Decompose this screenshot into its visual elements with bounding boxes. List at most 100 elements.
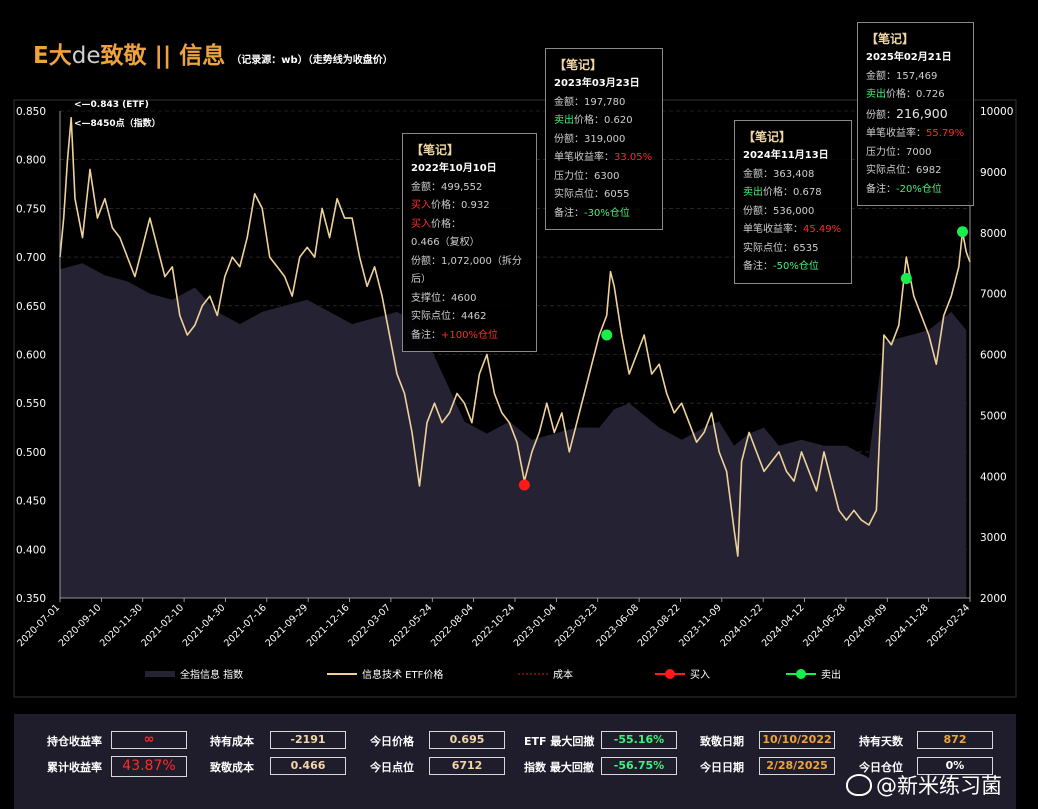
y-left-tick-label: 0.350: [16, 593, 46, 605]
note-line: 买入价格：0.466（复权）: [411, 218, 480, 249]
note-date: 2023年03月23日: [554, 78, 640, 89]
salute-date-value: 10/10/2022: [759, 731, 835, 749]
title-subtitle: （记录源：wb）（走势线为收盘价）: [231, 55, 393, 66]
note-line: 金额：197,780: [554, 96, 626, 108]
note-line: 单笔收益率：55.79%: [866, 128, 965, 139]
note-line: 实际点位：4462: [411, 311, 487, 322]
index-drawdown-label: 指数 最大回撤: [524, 761, 594, 774]
note-line: 金额：157,469: [866, 70, 938, 82]
y-right-tick-label: 6000: [980, 350, 1007, 362]
note-line: 卖出价格：0.678: [743, 187, 822, 198]
hold-return-value: ∞: [111, 731, 187, 749]
y-right-tick-label: 5000: [980, 410, 1007, 422]
sell-marker: [601, 329, 613, 341]
note-line: 实际点位：6982: [866, 165, 942, 176]
note-line: 支撑位：4600: [411, 292, 477, 304]
sell-marker: [900, 273, 912, 285]
y-right-tick-label: 8000: [980, 228, 1007, 240]
salute-cost-label: 致敬成本: [210, 761, 254, 774]
note-line: 份额：319,000: [554, 133, 626, 145]
note-line: 单笔收益率：33.05%: [554, 152, 653, 163]
note-title: 【笔记】: [411, 143, 460, 157]
peak-index-label: <—8450点（指数）: [74, 117, 161, 129]
note-2024-11-13: 【笔记】 2024年11月13日 金额：363,408 卖出价格：0.678 份额：53…: [734, 120, 852, 284]
note-2023-03-23: 【笔记】 2023年03月23日 金额：197,780 卖出价格：0.620 份额：31…: [545, 48, 663, 230]
note-line: 买入价格：0.932: [411, 200, 490, 211]
legend-label: 卖出: [821, 668, 841, 681]
salute-cost-value: 0.466: [270, 757, 346, 775]
page-title: E大de致敬 || 信息 （记录源：wb）（走势线为收盘价）: [33, 36, 393, 70]
note-title: 【笔记】: [743, 130, 792, 144]
weibo-icon: [846, 774, 872, 796]
y-left-tick-label: 0.450: [16, 496, 46, 508]
note-line: 压力位：6300: [554, 170, 620, 182]
y-left-tick-label: 0.800: [16, 155, 46, 167]
legend-label: 信息技术 ETF价格: [362, 668, 443, 681]
note-line: 单笔收益率：45.49%: [743, 224, 842, 235]
y-left-tick-label: 0.750: [16, 203, 46, 215]
today-position-value: 0%: [917, 757, 993, 775]
watermark: @新米练习菌: [846, 770, 1002, 800]
note-2022-10-10: 【笔记】 2022年10月10日 金额：499,552 买入价格：0.932 买入价格：…: [402, 133, 537, 352]
note-2025-02-21: 【笔记】 2025年02月21日 金额：157,469 卖出价格：0.726 份额：21…: [857, 22, 974, 206]
title-part-a: E大: [33, 43, 72, 69]
y-right-tick-label: 4000: [980, 471, 1007, 483]
note-date: 2025年02月21日: [866, 52, 952, 63]
note-date: 2024年11月13日: [743, 150, 829, 161]
etf-drawdown-label: ETF 最大回撤: [524, 735, 595, 748]
hold-return-label: 持仓收益率: [47, 735, 102, 748]
y-left-tick-label: 0.700: [16, 252, 46, 264]
y-left-tick-label: 0.600: [16, 350, 46, 362]
y-left-tick-label: 0.650: [16, 301, 46, 313]
y-left-tick-label: 0.850: [16, 106, 46, 118]
note-line: 卖出价格：0.620: [554, 115, 633, 126]
hold-days-label: 持有天数: [859, 735, 903, 748]
buy-marker: [518, 479, 530, 491]
note-line: 备注：-20%仓位: [866, 183, 942, 195]
y-left-tick-label: 0.400: [16, 544, 46, 556]
hold-cost-value: -2191: [270, 731, 346, 749]
note-line: 份额：536,000: [743, 205, 815, 217]
note-line: 份额：216,900: [866, 105, 948, 121]
y-left-tick-label: 0.500: [16, 447, 46, 459]
note-title: 【笔记】: [554, 58, 603, 72]
note-line: 备注：+100%仓位: [411, 329, 498, 341]
note-line: 备注：-50%仓位: [743, 261, 819, 272]
hold-cost-label: 持有成本: [210, 735, 254, 748]
salute-date-label: 致敬日期: [700, 735, 744, 748]
note-line: 金额：363,408: [743, 168, 815, 180]
note-title: 【笔记】: [866, 32, 915, 46]
legend-label: 买入: [690, 669, 710, 681]
y-left-tick-label: 0.550: [16, 398, 46, 410]
legend-swatch-index: [145, 671, 175, 677]
note-date: 2022年10月10日: [411, 163, 497, 174]
today-point-value: 6712: [429, 757, 505, 775]
y-right-tick-label: 3000: [980, 532, 1007, 544]
sell-marker: [957, 226, 969, 238]
today-price-label: 今日价格: [370, 735, 414, 748]
note-line: 备注：-30%仓位: [554, 207, 630, 219]
etf-drawdown-value: -55.16%: [601, 731, 677, 749]
today-price-value: 0.695: [429, 731, 505, 749]
legend-marker-sell: [796, 669, 806, 679]
y-right-tick-label: 7000: [980, 289, 1007, 301]
note-line: 实际点位：6055: [554, 189, 630, 200]
today-position-label: 今日仓位: [859, 761, 903, 774]
today-point-label: 今日点位: [370, 761, 414, 774]
total-return-value: 43.87%: [111, 756, 187, 777]
peak-etf-label: <—0.843 (ETF): [74, 100, 149, 110]
etf-price-series: [59, 117, 971, 557]
stats-panel: 持仓收益率 ∞ 累计收益率 43.87% 持有成本 -2191 致敬成本 0.4…: [14, 714, 1016, 809]
note-line: 金额：499,552: [411, 181, 483, 193]
note-line: 实际点位：6535: [743, 242, 819, 254]
y-right-tick-label: 9000: [980, 167, 1007, 179]
today-date-value: 2/28/2025: [759, 757, 835, 775]
note-line: 份额：1,072,000（拆分后）: [411, 255, 522, 286]
note-line: 卖出价格：0.726: [866, 89, 945, 100]
today-date-label: 今日日期: [700, 761, 744, 774]
legend-label: 全指信息 指数: [180, 668, 243, 681]
watermark-text: @新米练习菌: [876, 774, 1002, 798]
legend-marker-buy: [665, 669, 675, 679]
y-right-tick-label: 2000: [980, 593, 1007, 605]
legend-label: 成本: [553, 668, 573, 681]
